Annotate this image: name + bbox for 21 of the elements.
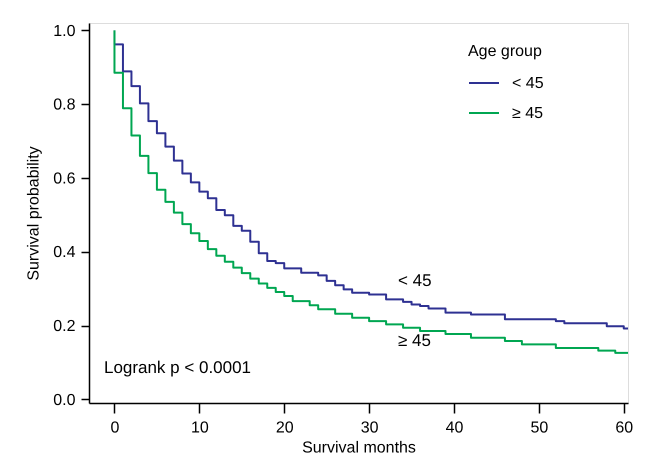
- y-tick-label: 1.0: [53, 22, 76, 40]
- legend-title: Age group: [468, 43, 542, 60]
- y-tick-label: 0.4: [53, 244, 76, 262]
- annotation: < 45: [398, 271, 432, 290]
- annotation: Logrank p < 0.0001: [104, 358, 251, 377]
- legend-label: < 45: [512, 75, 544, 92]
- y-tick-label: 0.6: [53, 170, 76, 188]
- annotation: ≥ 45: [398, 331, 431, 350]
- x-tick-label: 50: [530, 420, 548, 436]
- x-tick-label: 60: [615, 420, 634, 436]
- y-tick-label: 0.8: [53, 96, 76, 114]
- x-axis-title: Survival months: [302, 440, 416, 456]
- y-tick-label: 0.0: [53, 392, 76, 409]
- y-tick-label: 0.2: [53, 318, 76, 336]
- legend-label: ≥ 45: [512, 105, 544, 122]
- x-tick-label: 30: [360, 420, 379, 436]
- x-tick-label: 20: [276, 420, 294, 436]
- x-tick-label: 10: [190, 420, 209, 436]
- x-tick-label: 0: [110, 420, 120, 436]
- x-tick-label: 40: [446, 420, 464, 436]
- y-axis-title: Survival probability: [25, 146, 42, 281]
